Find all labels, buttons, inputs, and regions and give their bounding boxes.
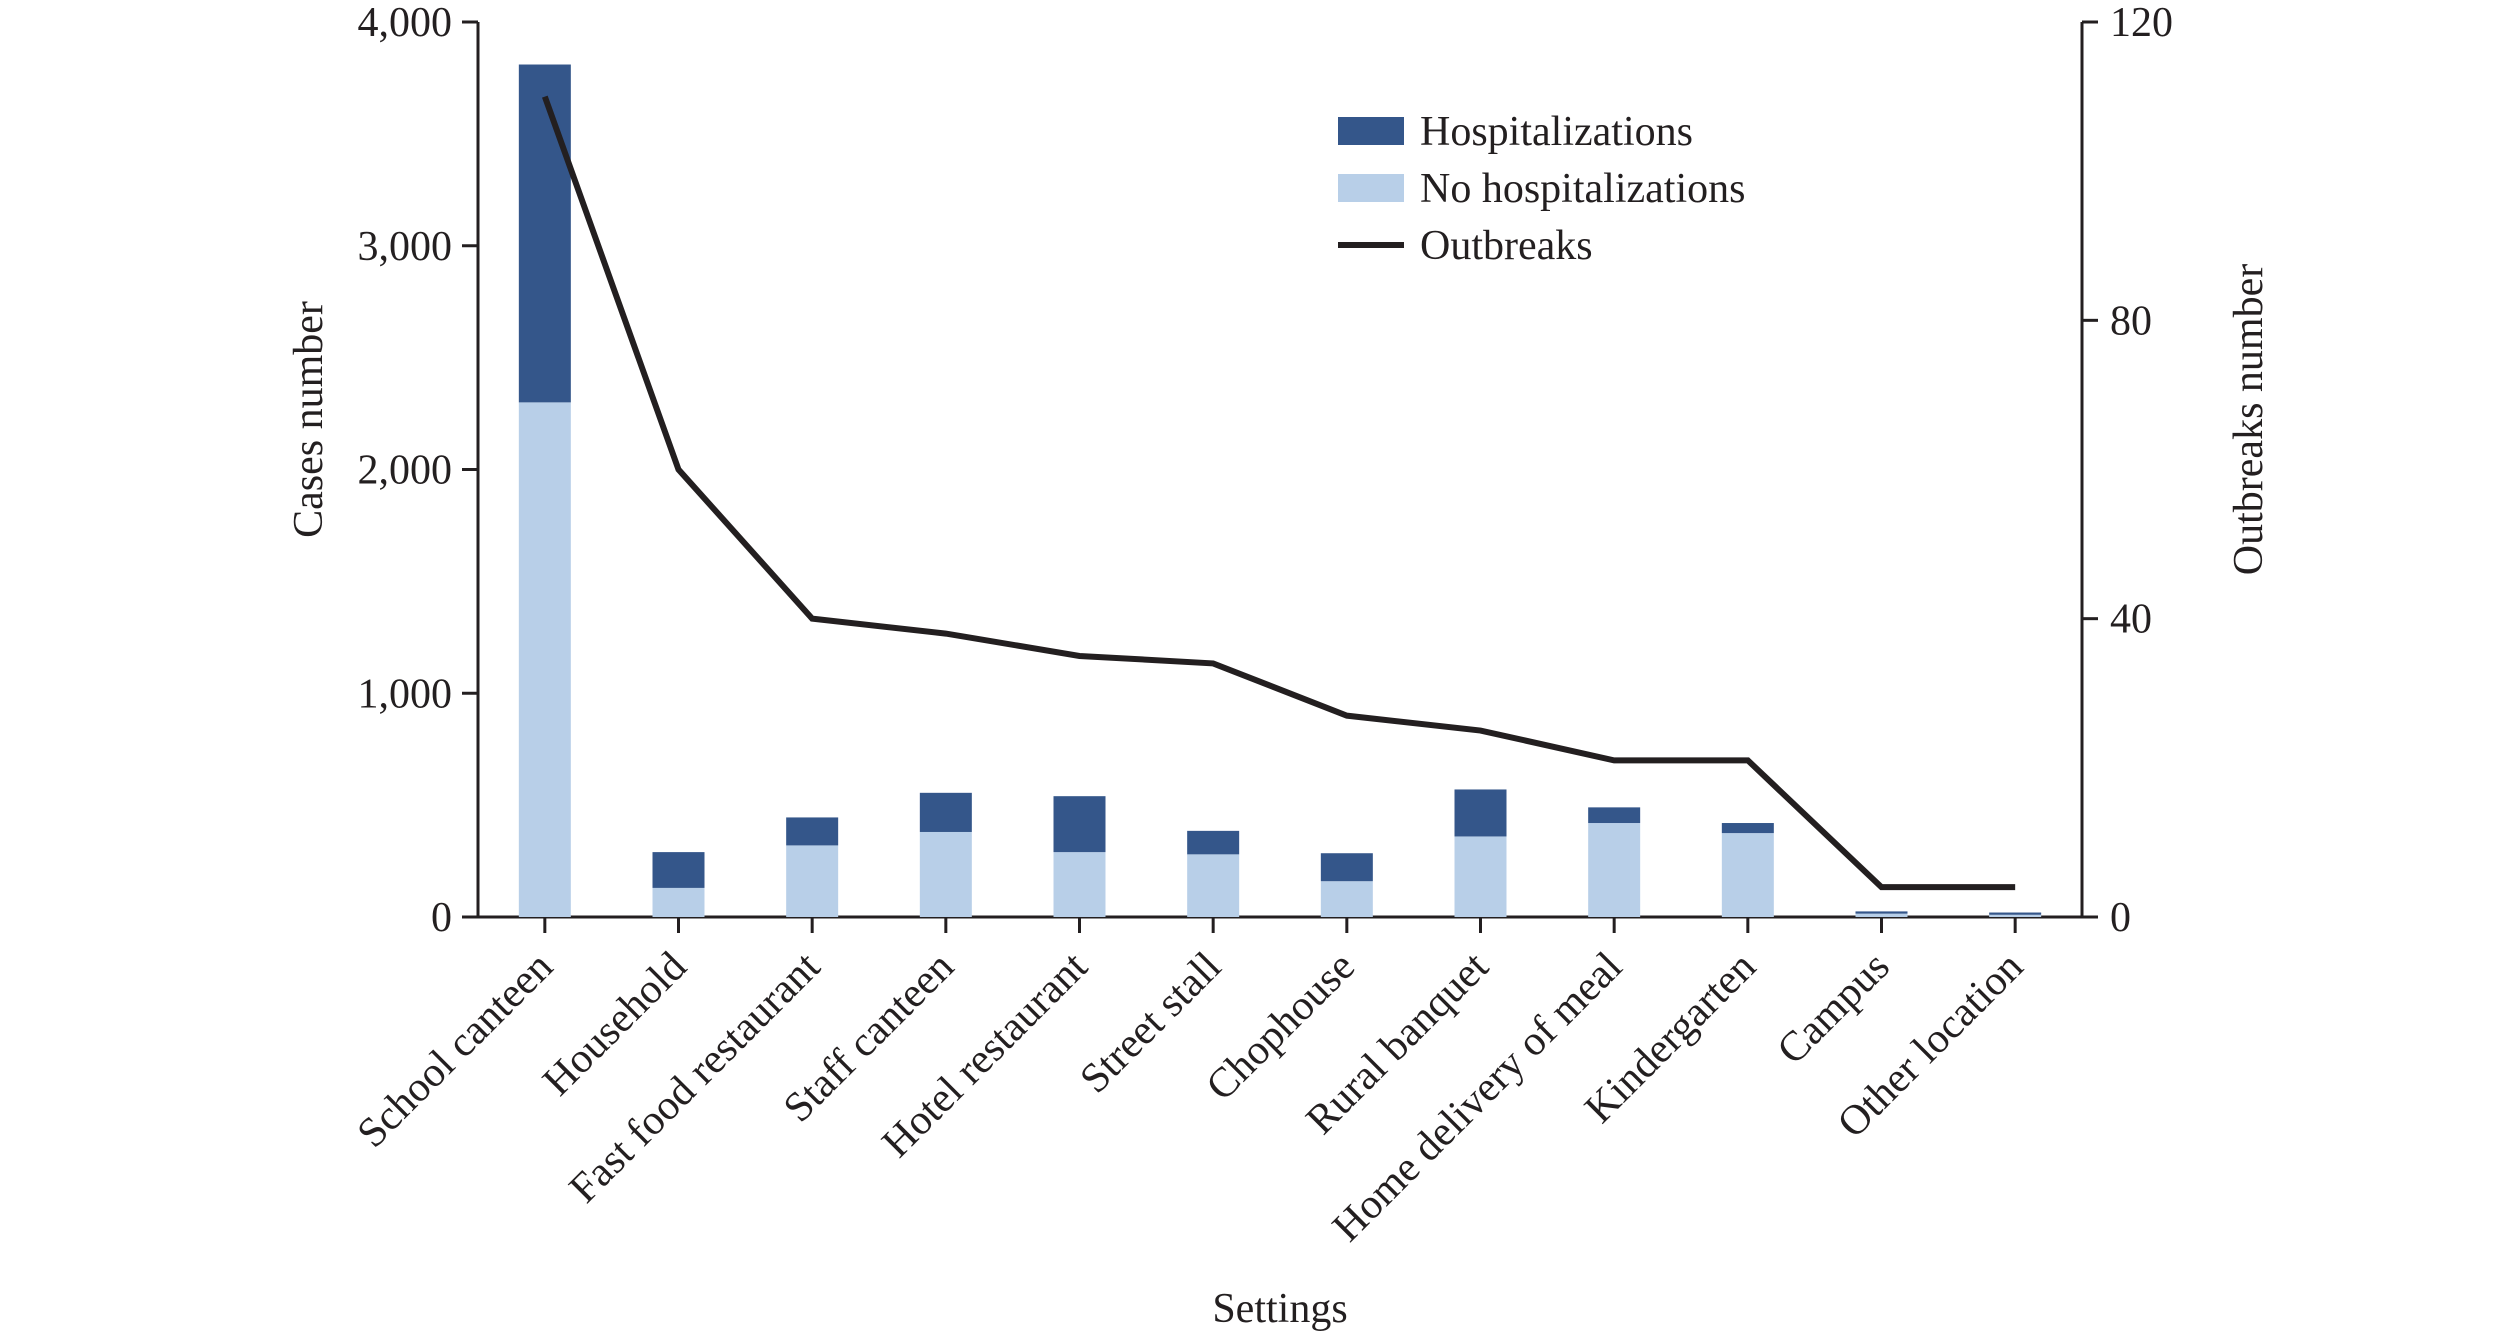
left-tick-label: 1,000 <box>358 671 453 717</box>
legend-label: Hospitalizations <box>1420 109 1693 155</box>
bar-hospitalizations <box>786 817 839 846</box>
bar-hospitalizations <box>919 792 972 832</box>
bars-group <box>518 64 2042 917</box>
left-tick-label: 4,000 <box>358 0 453 46</box>
left-tick-label: 2,000 <box>358 448 453 494</box>
bar-no-hospitalizations <box>1721 833 1774 917</box>
outbreaks-line-group <box>542 95 2016 891</box>
bar-no-hospitalizations <box>1187 854 1240 917</box>
bar-hospitalizations <box>1187 830 1240 855</box>
legend-key-hospitalizations <box>1338 117 1404 145</box>
bar-no-hospitalizations <box>1454 836 1507 917</box>
category-label: Campus <box>1769 944 1899 1074</box>
outbreaks-line <box>542 95 2016 891</box>
bar-no-hospitalizations <box>518 402 571 917</box>
right-tick-label: 40 <box>2110 597 2152 643</box>
bar-no-hospitalizations <box>919 831 972 917</box>
bar-no-hospitalizations <box>786 845 839 917</box>
bar-no-hospitalizations <box>1053 852 1106 917</box>
right-tick-label: 0 <box>2110 895 2131 941</box>
y-axis-right-title: Outbreaks number <box>2226 264 2272 575</box>
bar-no-hospitalizations <box>1588 823 1641 917</box>
legend-label: No hospitalizations <box>1420 166 1745 212</box>
bar-hospitalizations <box>518 64 571 403</box>
bar-no-hospitalizations <box>1320 881 1373 917</box>
bar-no-hospitalizations <box>1855 913 1908 917</box>
right-tick-label: 120 <box>2110 0 2173 46</box>
bar-hospitalizations <box>1454 789 1507 837</box>
legend-label: Outbreaks <box>1420 223 1593 269</box>
category-label: Fast food restaurant <box>561 943 830 1212</box>
bar-no-hospitalizations <box>1989 914 2042 917</box>
bar-hospitalizations <box>1989 912 2042 915</box>
right-tick-label: 80 <box>2110 298 2152 344</box>
y-axis-left-title: Cases number <box>286 301 332 538</box>
category-label: School canteen <box>349 944 562 1157</box>
legend: Hospitalizations No hospitalizations Outbr… <box>1338 109 1745 269</box>
bar-hospitalizations <box>1588 807 1641 824</box>
bar-hospitalizations <box>1053 796 1106 853</box>
bar-no-hospitalizations <box>652 887 705 917</box>
axes-group: 0 1,000 2,000 3,000 4,000 0 40 80 120 <box>358 0 2174 941</box>
legend-key-no-hospitalizations <box>1338 174 1404 202</box>
bar-hospitalizations <box>1320 853 1373 882</box>
x-axis-title: Settings <box>1212 1286 1347 1332</box>
left-tick-label: 3,000 <box>358 224 453 270</box>
bar-hospitalizations <box>1855 911 1908 914</box>
bar-hospitalizations <box>652 852 705 888</box>
left-tick-label: 0 <box>431 895 452 941</box>
bar-hospitalizations <box>1721 823 1774 834</box>
